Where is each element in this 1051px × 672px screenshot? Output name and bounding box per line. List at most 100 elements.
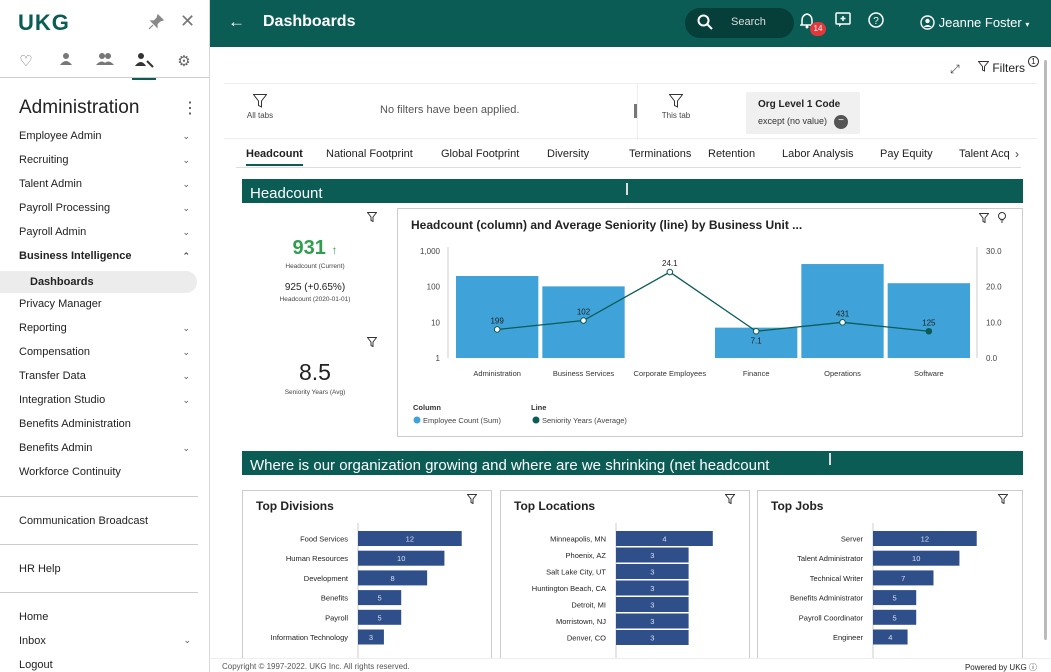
all-tabs-label: All tabs	[246, 111, 274, 120]
headcount-prev: 925 (+0.65%)	[284, 282, 346, 293]
data-label: 102	[577, 308, 591, 317]
sidebar-item-home[interactable]: Home	[19, 611, 49, 623]
tab-talent-acq[interactable]: Talent Acq	[959, 148, 1010, 160]
tab-global-footprint[interactable]: Global Footprint	[441, 148, 520, 160]
admin-tools-icon[interactable]	[132, 52, 156, 80]
sidebar-item-logout[interactable]: Logout	[19, 659, 53, 671]
info-icon[interactable]: ⓘ	[1029, 663, 1037, 672]
headcount-value: 931 ↑	[270, 237, 360, 260]
tab-labor-analysis[interactable]: Labor Analysis	[782, 148, 854, 160]
remove-filter-icon[interactable]: −	[834, 115, 848, 129]
bar	[873, 570, 934, 586]
drag-handle[interactable]	[634, 104, 637, 118]
sidebar-item-business-intelligence[interactable]: Business Intelligence ⌃	[0, 246, 209, 270]
filter-icon[interactable]	[366, 212, 378, 225]
bar	[616, 547, 689, 563]
people-icon[interactable]	[93, 52, 117, 72]
add-comment-icon[interactable]	[835, 12, 851, 33]
sidebar-item-label: Transfer Data	[19, 370, 86, 382]
card-title: Top Locations	[514, 499, 596, 513]
pin-icon[interactable]	[148, 13, 165, 30]
chevron-down-icon: ⌄	[182, 371, 190, 381]
bar-category-label: Human Resources	[286, 554, 348, 563]
filter-icon[interactable]	[466, 494, 478, 507]
bar-category-label: Payroll Coordinator	[799, 613, 864, 622]
sidebar-item-reporting[interactable]: Reporting ⌄	[0, 318, 209, 342]
lightbulb-icon[interactable]	[997, 212, 1007, 226]
sidebar-item-employee-admin[interactable]: Employee Admin ⌄	[0, 126, 209, 150]
bar-value-label: 12	[406, 535, 414, 544]
bar-value-label: 3	[650, 634, 654, 643]
bar-category-label: Payroll	[325, 613, 348, 622]
bar-category-label: Morristown, NJ	[556, 617, 606, 626]
legend-column-title: Column	[413, 403, 441, 412]
bar-value-label: 7	[901, 574, 905, 583]
help-icon[interactable]: ?	[868, 12, 884, 33]
notification-count-badge: 14	[810, 22, 826, 36]
sidebar-item-privacy-manager[interactable]: Privacy Manager	[0, 294, 209, 318]
sidebar-item-transfer-data[interactable]: Transfer Data ⌄	[0, 366, 209, 390]
tab-terminations[interactable]: Terminations	[629, 148, 692, 160]
bar-category-label: Phoenix, AZ	[566, 551, 607, 560]
sidebar-item-payroll-processing[interactable]: Payroll Processing ⌄	[0, 198, 209, 222]
legend-column-label: Employee Count (Sum)	[423, 416, 501, 425]
org-level-filter-chip[interactable]: Org Level 1 Code except (no value) −	[746, 92, 860, 134]
sidebar-item-payroll-admin[interactable]: Payroll Admin ⌄	[0, 222, 209, 246]
sidebar-item-label: Talent Admin	[19, 178, 82, 190]
bell-icon[interactable]	[799, 13, 815, 33]
back-arrow-icon[interactable]: ←	[228, 12, 245, 31]
headcount-kpi: 931 ↑ Headcount (Current) 925 (+0.65%) H…	[270, 237, 360, 303]
this-tab-filter[interactable]: This tab	[654, 94, 698, 120]
all-tabs-filter[interactable]: All tabs	[238, 94, 282, 120]
person-icon[interactable]	[54, 52, 78, 72]
x-tick-label: Finance	[743, 369, 770, 378]
section-drag-handle[interactable]	[626, 183, 628, 195]
sidebar-item-talent-admin[interactable]: Talent Admin ⌄	[0, 174, 209, 198]
filters-count-badge: 1	[1028, 56, 1039, 67]
gear-icon[interactable]: ⚙	[177, 53, 191, 70]
sidebar: UKG ✕ ♡ ⚙ Administration ⋮ Employee Admi…	[0, 0, 210, 672]
caret-down-icon: ▾	[1025, 20, 1030, 29]
sidebar-item-label: Payroll Admin	[19, 226, 87, 238]
bar-category-label: Detroit, MI	[571, 601, 606, 610]
filter-icon[interactable]	[366, 337, 378, 350]
tab-diversity[interactable]: Diversity	[547, 148, 590, 160]
user-menu[interactable]: Jeanne Foster ▾	[920, 15, 1029, 30]
tab-headcount[interactable]: Headcount	[246, 148, 303, 166]
expand-icon[interactable]: ⤢	[950, 62, 960, 76]
filter-icon[interactable]	[978, 213, 990, 226]
x-tick-label: Software	[914, 369, 944, 378]
sidebar-item-workforce-continuity[interactable]: Workforce Continuity	[0, 462, 209, 486]
sidebar-item-compensation[interactable]: Compensation ⌄	[0, 342, 209, 366]
close-icon[interactable]: ✕	[180, 11, 196, 31]
chevron-down-icon: ⌄	[182, 323, 190, 333]
legend-line-title: Line	[531, 403, 546, 412]
tab-national-footprint[interactable]: National Footprint	[326, 148, 413, 160]
filter-icon[interactable]	[997, 494, 1009, 507]
sidebar-item-dashboards[interactable]: Dashboards	[0, 271, 197, 293]
sidebar-item-benefits-admin[interactable]: Benefits Admin ⌄	[0, 438, 209, 462]
tab-retention[interactable]: Retention	[708, 148, 756, 160]
sidebar-item-communication-broadcast[interactable]: Communication Broadcast	[19, 515, 149, 527]
data-label: 24.1	[662, 259, 678, 268]
chevron-up-icon: ⌃	[182, 251, 190, 261]
search-button[interactable]: Search	[685, 8, 794, 38]
sidebar-item-recruiting[interactable]: Recruiting ⌄	[0, 150, 209, 174]
section-drag-handle[interactable]	[829, 453, 831, 465]
sidebar-item-hr-help[interactable]: HR Help	[19, 563, 61, 575]
chevron-right-icon[interactable]: ›	[1015, 147, 1019, 161]
top-bar: ← Dashboards Search 14 ? Jeanne Foster ▾	[210, 0, 1051, 47]
sidebar-item-inbox[interactable]: Inbox ⌄	[19, 635, 191, 647]
sidebar-title: Administration	[19, 97, 140, 118]
tab-pay-equity[interactable]: Pay Equity	[880, 148, 933, 160]
sidebar-item-benefits-administration[interactable]: Benefits Administration	[0, 414, 209, 438]
scrollbar[interactable]	[1044, 60, 1047, 640]
line-point	[752, 327, 760, 335]
line-point	[666, 268, 674, 276]
filters-button[interactable]: Filters	[977, 61, 1025, 75]
sidebar-item-integration-studio[interactable]: Integration Studio ⌄	[0, 390, 209, 414]
filter-icon[interactable]	[724, 494, 736, 507]
heart-icon[interactable]: ♡	[19, 53, 33, 70]
more-options-icon[interactable]: ⋮	[182, 100, 198, 117]
bar	[616, 613, 689, 629]
